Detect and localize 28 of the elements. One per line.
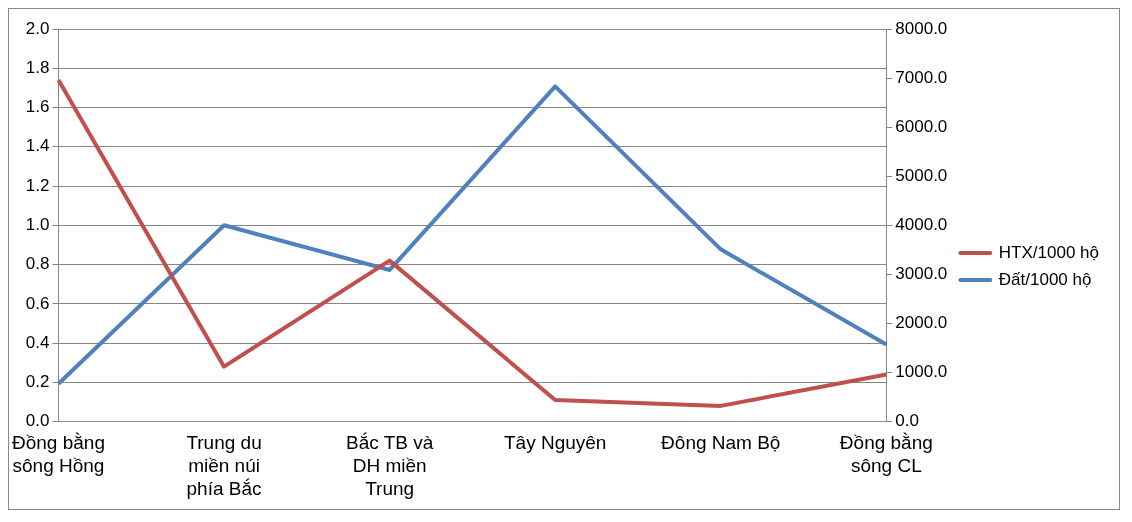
y2-tick-label: 8000.0 xyxy=(895,18,948,38)
x-tick-label: Bắc TB và DH miền Trung xyxy=(345,432,434,499)
x-tick-label: Đồng bằng sông Hồng xyxy=(12,432,105,477)
x-tick-label: Trung du miền núi phía Bắc xyxy=(186,432,262,499)
y-tick-label: 2.0 xyxy=(25,18,50,38)
y2-tick-label: 2000.0 xyxy=(895,313,948,333)
y-tick-label: 0.0 xyxy=(25,411,50,431)
y-tick-label: 1.0 xyxy=(25,214,50,234)
legend-label: Đất/1000 hộ xyxy=(998,269,1092,289)
y-tick-label: 0.8 xyxy=(25,254,50,274)
y-tick-label: 1.2 xyxy=(25,175,50,195)
y2-tick-label: 6000.0 xyxy=(895,116,948,136)
x-tick-label: Tây Nguyên xyxy=(503,432,607,454)
y-tick-label: 0.6 xyxy=(25,293,50,313)
y2-tick-label: 1000.0 xyxy=(895,362,948,382)
y2-tick-label: 0.0 xyxy=(895,411,919,431)
y-tick-label: 0.2 xyxy=(25,372,50,392)
y-tick-label: 1.8 xyxy=(25,57,50,77)
x-tick-label: Đông Nam Bộ xyxy=(661,432,781,454)
y2-tick-label: 7000.0 xyxy=(895,67,948,87)
legend-label: HTX/1000 hộ xyxy=(998,242,1100,262)
x-tick-label: Đồng bằng sông CL xyxy=(839,432,933,477)
y-tick-label: 1.6 xyxy=(25,97,50,117)
y-tick-label: 1.4 xyxy=(25,136,50,156)
y2-tick-label: 5000.0 xyxy=(895,165,948,185)
y-tick-label: 0.4 xyxy=(25,332,50,352)
y2-tick-label: 4000.0 xyxy=(895,214,948,234)
y2-tick-label: 3000.0 xyxy=(895,264,948,284)
